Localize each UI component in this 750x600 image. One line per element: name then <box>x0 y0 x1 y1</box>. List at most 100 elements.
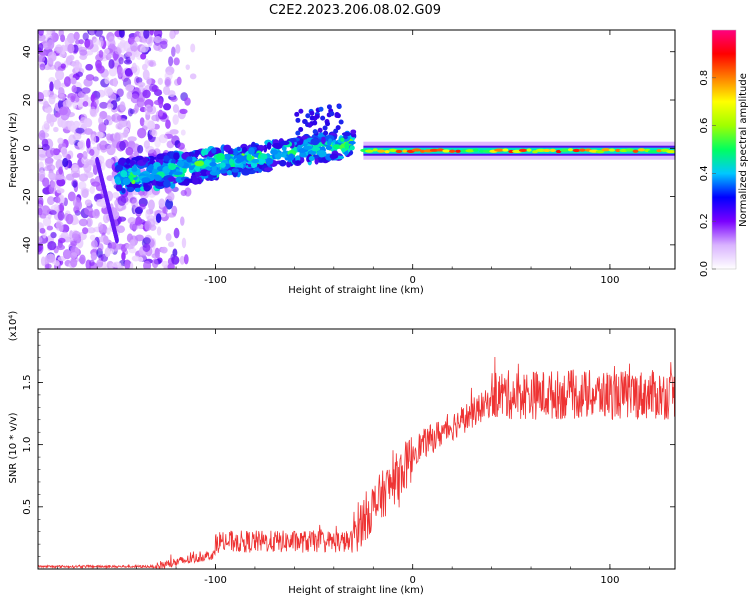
spectrogram-noise-point <box>167 263 175 269</box>
spectrogram-band-peak <box>567 148 574 152</box>
spectrogram-trend-point <box>341 147 346 153</box>
spectrogram-blob <box>309 115 315 121</box>
spectrogram-noise-point <box>130 41 138 53</box>
spectrogram-noise-point <box>89 185 95 195</box>
spectrogram-y-ticks: -40 -20 0 20 40 <box>22 45 675 253</box>
spectrogram-noise-point <box>56 244 66 251</box>
spectrogram-blob <box>294 111 300 117</box>
spectrogram-noise-point <box>117 42 126 49</box>
spectrogram-blob <box>326 104 332 110</box>
spectrogram-noise-point <box>151 253 161 259</box>
spectrogram-band-peak <box>442 149 451 153</box>
spectrogram-noise-point <box>168 56 174 67</box>
spectrogram-blob <box>338 119 344 125</box>
spectrogram-trend-point <box>131 167 138 172</box>
spectrogram-noise-point <box>45 263 52 269</box>
spectrogram-noise-point <box>96 199 106 207</box>
spectrogram-noise-point <box>38 221 43 229</box>
spectrogram-trend-point <box>343 135 348 140</box>
spectrogram-noise-point <box>145 145 155 154</box>
colorbar-label: Normalized spectral amplitude <box>738 73 749 227</box>
spectrogram-noise-point <box>112 77 118 87</box>
spectrogram-noise-point <box>158 134 168 144</box>
spectrogram-noise-point <box>170 96 178 102</box>
spectrogram-noise-point <box>99 101 109 109</box>
spectrogram-noise-point <box>153 36 162 44</box>
spectrogram-trend-point <box>321 136 326 145</box>
spectrogram-noise-point <box>89 234 96 241</box>
spectrogram-noise-point <box>94 208 100 217</box>
spectrogram-blob <box>320 115 326 121</box>
spectrogram-noise-point <box>59 202 65 212</box>
spectrogram-noise-point <box>50 181 56 188</box>
spectrogram-noise-point <box>90 239 98 250</box>
spectrogram-trend-point <box>154 174 161 182</box>
spectrogram-trend-point <box>126 186 135 193</box>
colorbar-tick-label: 0.4 <box>699 165 710 181</box>
colorbar-tick-label: 0.2 <box>699 213 710 229</box>
spectrogram-trend-point <box>209 170 220 176</box>
spectrogram-noise-point <box>93 97 99 107</box>
spectrogram-noise-point <box>68 54 75 61</box>
spectrogram-noise-point <box>118 30 125 38</box>
spectrogram-noise-point <box>162 103 172 111</box>
spectrogram-streak-point <box>114 236 119 244</box>
spectrogram-band-peak <box>388 148 398 152</box>
spectrogram-trend-point <box>324 134 335 142</box>
spectrogram-noise-point <box>125 51 133 58</box>
snr-y-tick-label: 1.0 <box>22 437 33 453</box>
spectrogram-y-tick-label: -40 <box>22 237 33 253</box>
spectrogram-trend-point <box>270 149 279 155</box>
spectrogram-noise-point <box>82 150 88 160</box>
spectrogram-trend-point <box>223 153 231 160</box>
spectrogram-band-peak <box>455 149 461 153</box>
colorbar-frame <box>711 29 737 270</box>
colorbar-tick-label: 0.6 <box>699 118 710 134</box>
spectrogram-trend-point <box>223 144 232 152</box>
spectrogram-trend-point <box>328 138 333 144</box>
spectrogram-band-peak <box>479 149 485 153</box>
spectrogram-noise-point <box>53 79 62 90</box>
spectrogram-noise-point <box>173 30 180 35</box>
spectrogram-band-peak <box>595 150 605 154</box>
spectrogram-trend-point <box>162 165 171 174</box>
spectrogram-noise-point <box>139 117 145 127</box>
spectrogram-band-peak <box>625 148 635 152</box>
spectrogram-trend-point <box>298 148 306 154</box>
snr-frame <box>37 328 676 570</box>
spectrogram-noise-point <box>140 53 147 60</box>
spectrogram-noise-point <box>78 39 84 45</box>
spectrogram-trend-point <box>156 153 166 160</box>
spectrogram-noise-point <box>119 140 126 151</box>
spectrogram-noise-point <box>38 236 43 244</box>
spectrogram-blob <box>334 112 340 118</box>
spectrogram-noise-point <box>179 255 185 265</box>
spectrogram-x-ticks: -100 0 100 <box>57 30 650 286</box>
spectrogram-trend-point <box>163 179 171 188</box>
spectrogram-band-peak <box>572 148 581 153</box>
snr-y-ticks: 0.5 1.0 1.5 <box>22 332 675 557</box>
spectrogram-noise-point <box>61 148 68 158</box>
spectrogram-trend-point <box>204 159 211 166</box>
spectrogram-noise-point <box>121 251 126 261</box>
spectrogram-noise-point <box>172 114 179 125</box>
spectrogram-band-peak <box>615 148 621 153</box>
spectrogram-noise-point <box>78 218 89 227</box>
spectrogram-noise-point <box>86 138 91 149</box>
spectrogram-noise-point <box>53 126 59 133</box>
spectrogram-noise-point <box>189 73 197 80</box>
spectrogram-trend-point <box>208 173 214 181</box>
spectrogram-trend-point <box>125 157 131 164</box>
spectrogram-trend-point <box>264 167 273 172</box>
spectrogram-blob <box>307 122 313 128</box>
spectrogram-noise-point <box>103 119 109 126</box>
spectrogram-noise-point <box>98 50 104 58</box>
spectrogram-noise-point <box>129 239 136 250</box>
spectrogram-noise-point <box>161 260 169 268</box>
spectrogram-noise-point <box>106 103 114 110</box>
spectrogram-trend-point <box>288 137 297 143</box>
spectrogram-noise-point <box>38 92 45 102</box>
spectrogram-noise-point <box>156 226 162 236</box>
spectrogram-trend-point <box>115 183 123 192</box>
spectrogram-trend-point <box>341 132 352 137</box>
